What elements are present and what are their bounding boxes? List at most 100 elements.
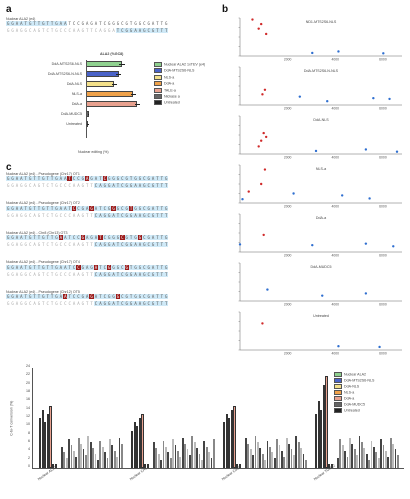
nucleotide: G (146, 176, 151, 182)
nucleotide: G (164, 205, 169, 211)
nucleotide: G (164, 176, 169, 182)
bar-row (86, 80, 146, 87)
error-bar (119, 63, 125, 65)
nucleotide: A (72, 28, 76, 34)
nucleotide: C (120, 294, 125, 300)
scatter-point-blue (238, 243, 242, 246)
nucleotide: T (155, 183, 160, 189)
nucleotide: T (90, 183, 93, 189)
nucleotide: A (137, 271, 143, 277)
legend-label: NLS-a (344, 390, 355, 395)
nucleotide: A (14, 235, 20, 241)
scatter-point-blue (368, 197, 371, 200)
nucleotide: T (159, 271, 165, 277)
background-bar (281, 450, 283, 468)
background-bar (365, 453, 368, 468)
nucleotide: G (41, 176, 46, 182)
background-bar (278, 445, 281, 468)
nucleotide: G (102, 212, 107, 218)
nucleotide: C (120, 264, 125, 270)
background-bar (113, 450, 116, 468)
y-tick-label: 12 (26, 414, 30, 418)
nucleotide: T (86, 212, 89, 218)
bar (230, 409, 233, 468)
nucleotide: T (32, 294, 37, 300)
nucleotide: T (45, 264, 50, 270)
background-bar (339, 439, 342, 468)
nucleotide: C (46, 183, 49, 189)
background-bar (70, 445, 73, 468)
nucleotide: G (6, 205, 11, 211)
category-label: DdA-MUDC5 (61, 112, 82, 116)
nucleotide: G (112, 21, 115, 27)
sequence-title: Nuclear ALA2 (e4) - Chr8 (Chr13) OT3 (6, 230, 68, 235)
legend-swatch (154, 68, 162, 74)
background-bar (179, 456, 182, 468)
nucleotide: A (111, 301, 116, 307)
nucleotide: G (55, 242, 58, 248)
nucleotide: A (19, 235, 24, 241)
nucleotide: T (23, 176, 28, 182)
background-bar (297, 442, 300, 468)
nucleotide: T (45, 235, 50, 241)
y-tick-label: 22 (26, 372, 30, 377)
nucleotide: G (142, 183, 147, 189)
background-bar (259, 448, 262, 468)
legend-label: NLS-a (164, 75, 175, 80)
nucleotide: G (27, 294, 33, 300)
scatter-panel: DdA-MTS2S6-N-NLS 2000 4000 6000 (238, 66, 402, 111)
nucleotide: C (68, 183, 71, 189)
nucleotide: T (159, 264, 165, 270)
nucleotide: G (81, 271, 85, 277)
nucleotide: C (68, 212, 71, 218)
y-tick-label: 18 (26, 389, 30, 393)
background-bar (198, 453, 201, 468)
scatter-point-red (247, 190, 250, 193)
background-bar (337, 458, 339, 468)
legend-swatch (334, 396, 342, 401)
nucleotide: C (59, 212, 63, 218)
background-bar (254, 436, 257, 468)
bar (238, 463, 241, 468)
legend-entry: DdA-MTS2S6-NLS (154, 68, 220, 74)
nucleotide: C (146, 271, 151, 277)
nucleotide: C (143, 21, 146, 27)
nucleotide: G (90, 21, 93, 27)
nucleotide: T (45, 294, 50, 300)
background-bar (167, 452, 170, 468)
error-bar (87, 113, 90, 115)
nucleotide: T (23, 205, 28, 211)
nucleotide: T (67, 205, 72, 211)
nucleotide: G (150, 28, 156, 34)
legend-swatch (154, 87, 162, 93)
nucleotide: A (150, 205, 156, 211)
background-bar (300, 448, 302, 468)
nucleotide: A (58, 21, 64, 27)
background-bar (269, 446, 271, 468)
nucleotide: C (59, 28, 63, 34)
background-bar (370, 440, 373, 468)
nucleotide: A (14, 264, 20, 270)
scatter-point-blue (321, 294, 324, 297)
x-tick-label: 6000 (379, 107, 387, 111)
legend-label: Untreated (164, 100, 180, 105)
bar (44, 422, 47, 468)
nucleotide: G (27, 176, 33, 182)
nucleotide: T (67, 176, 72, 182)
nucleotide: G (27, 21, 33, 27)
background-bar (389, 437, 392, 468)
background-bar (118, 437, 121, 468)
nucleotide: T (50, 183, 54, 189)
nucleotide: T (36, 205, 42, 211)
nucleotide: G (27, 235, 33, 241)
x-tick-label: 2000 (284, 303, 292, 307)
nucleotide: G (10, 205, 15, 211)
nucleotide: A (133, 28, 138, 34)
nucleotide: G (6, 242, 10, 248)
nucleotide: C (120, 235, 125, 241)
scatter-point-red (251, 18, 254, 21)
error-bar (86, 123, 89, 125)
bar (52, 463, 55, 468)
nucleotide: A (14, 21, 20, 27)
nucleotide: T (159, 205, 165, 211)
